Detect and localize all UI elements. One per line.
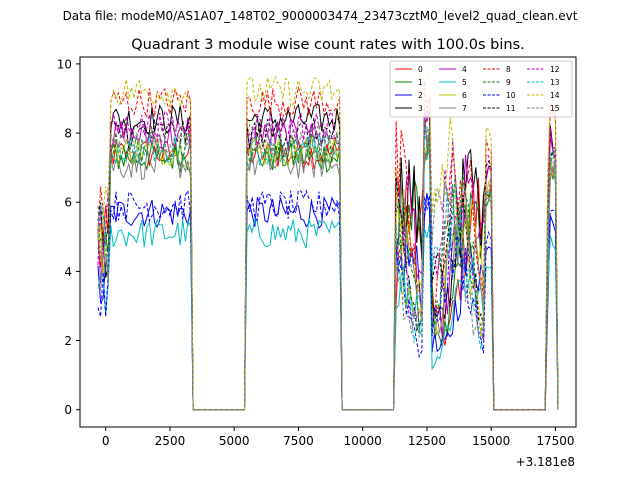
y-tick-label: 8 bbox=[64, 127, 72, 141]
x-tick-label: 7500 bbox=[283, 434, 314, 448]
x-tick-label: 12500 bbox=[408, 434, 446, 448]
y-tick-label: 4 bbox=[64, 265, 72, 279]
chart-suptitle: Data file: modeM0/AS1A07_148T02_90000034… bbox=[63, 9, 578, 23]
legend-box bbox=[389, 60, 573, 118]
x-tick-label: 0 bbox=[102, 434, 110, 448]
plot-lines bbox=[97, 67, 559, 411]
legend-label-8: 8 bbox=[506, 65, 511, 74]
plot-frame bbox=[79, 56, 577, 428]
legend-label-12: 12 bbox=[550, 65, 560, 74]
series-line-7 bbox=[97, 142, 559, 411]
legend-label-7: 7 bbox=[462, 104, 467, 113]
series-line-2 bbox=[97, 193, 559, 411]
legend-label-11: 11 bbox=[506, 104, 516, 113]
series-line-15 bbox=[97, 114, 559, 411]
legend-label-5: 5 bbox=[462, 78, 467, 87]
series-line-0 bbox=[97, 135, 559, 411]
legend-label-1: 1 bbox=[418, 78, 423, 87]
y-tick-label: 6 bbox=[64, 196, 72, 210]
legend-label-15: 15 bbox=[550, 104, 560, 113]
series-line-12 bbox=[97, 105, 559, 411]
y-tick-label: 0 bbox=[64, 403, 72, 417]
y-tick-label: 2 bbox=[64, 334, 72, 348]
legend-label-2: 2 bbox=[418, 91, 423, 100]
chart-title: Quadrant 3 module wise count rates with … bbox=[131, 37, 525, 53]
x-tick-label: 15000 bbox=[472, 434, 510, 448]
x-offset-label: +3.181e8 bbox=[516, 455, 575, 469]
legend-label-4: 4 bbox=[462, 65, 467, 74]
y-tick-label: 10 bbox=[57, 57, 72, 71]
legend-label-13: 13 bbox=[550, 78, 560, 87]
legend-label-9: 9 bbox=[506, 78, 511, 87]
legend-label-6: 6 bbox=[462, 91, 467, 100]
series-line-9 bbox=[97, 129, 559, 411]
x-tick-label: 2500 bbox=[155, 434, 186, 448]
legend-label-3: 3 bbox=[418, 104, 423, 113]
x-tick-label: 5000 bbox=[219, 434, 250, 448]
series-line-14 bbox=[97, 67, 559, 411]
series-line-11 bbox=[97, 108, 559, 411]
series-line-1 bbox=[97, 134, 559, 411]
x-tick-label: 10000 bbox=[344, 434, 382, 448]
series-line-5 bbox=[97, 217, 559, 411]
x-tick-label: 17500 bbox=[536, 434, 574, 448]
legend-label-14: 14 bbox=[550, 91, 560, 100]
legend-label-10: 10 bbox=[506, 91, 516, 100]
series-line-10 bbox=[97, 189, 559, 411]
legend-label-0: 0 bbox=[418, 65, 423, 74]
